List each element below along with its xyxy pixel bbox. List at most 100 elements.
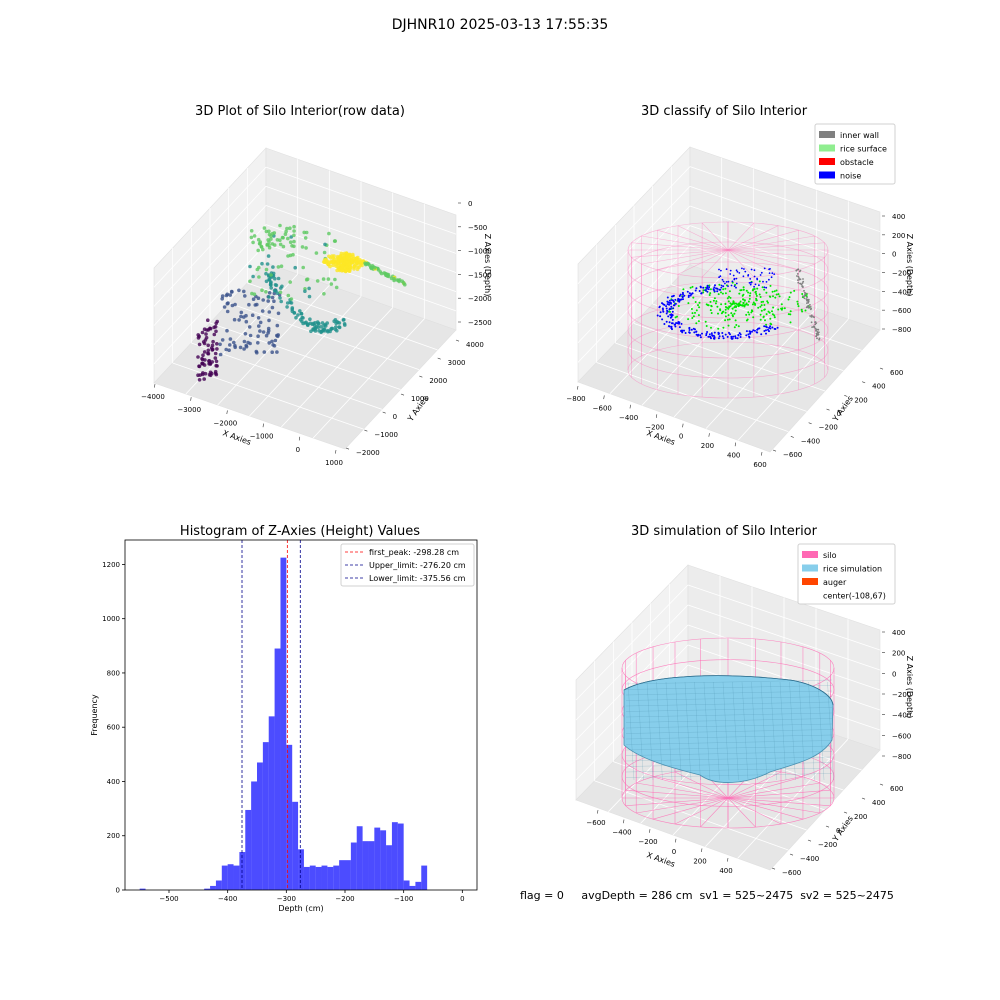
inner-wall-point [798, 277, 800, 279]
scatter-point [250, 313, 255, 318]
noise-point [706, 331, 709, 333]
scatter-point [215, 319, 219, 324]
mesh-line [625, 696, 833, 701]
rice-surface-point [738, 292, 741, 295]
noise-point [673, 304, 676, 307]
silo-spoke [631, 242, 729, 251]
rice-surface-point [724, 319, 727, 322]
rice-surface-point [734, 319, 737, 322]
histogram-bar [257, 762, 263, 890]
scatter-point [260, 288, 264, 293]
rice-surface-point [762, 300, 765, 303]
simulation-3d-plot: −600 −400 −200 0 200 400 −600 −400 −200 0 200 400 60… [575, 543, 914, 877]
silo-spoke [727, 235, 815, 251]
noise-point [753, 285, 755, 288]
scatter-point [348, 268, 352, 272]
scatter-point [211, 339, 215, 344]
scatter-point [244, 319, 249, 324]
z-tick-label: 400 [892, 213, 905, 221]
noise-point [745, 334, 748, 337]
silo-ring [627, 321, 829, 379]
tick-mark [861, 797, 866, 800]
mesh-line [627, 681, 635, 781]
scatter-point [208, 326, 212, 331]
rice-surface-point [758, 293, 761, 296]
silo-spoke [727, 249, 815, 265]
scatter-point [326, 277, 331, 281]
mesh-line [808, 681, 815, 781]
scatter-point [278, 290, 283, 295]
rice-surface-point [789, 313, 792, 316]
rice-surface-point [689, 286, 692, 289]
scatter-point [291, 252, 295, 257]
tick-mark [708, 433, 710, 437]
rice-surface-point [729, 296, 732, 299]
tick-mark [629, 404, 631, 409]
legend-label: silo [823, 551, 837, 560]
noise-point [681, 331, 684, 334]
x-tick-label: −4000 [141, 393, 165, 401]
z-tick-label: −400 [892, 712, 911, 720]
rice-surface-point [752, 316, 755, 319]
noise-point [765, 329, 767, 332]
noise-point [671, 299, 673, 302]
rice-surface-point [702, 289, 705, 292]
rice-surface-point [775, 293, 778, 296]
grid-line [689, 166, 881, 233]
noise-point [730, 284, 733, 287]
noise-point [750, 268, 753, 271]
scatter-point [254, 302, 259, 307]
rice-surface-point [769, 284, 772, 287]
rice-surface-point [775, 289, 778, 292]
scatter-point [257, 324, 261, 328]
scatter-point [225, 301, 230, 306]
scatter-point [276, 333, 281, 337]
rice-surface-point [710, 304, 713, 307]
silo-spoke [727, 249, 779, 275]
rice-surface-point [801, 293, 804, 295]
inner-wall-point [810, 307, 812, 310]
rice-surface-point [687, 302, 690, 305]
noise-point [771, 326, 774, 329]
z-tick-label: −200 [892, 270, 911, 278]
tick-mark [400, 393, 405, 396]
x-tick-label: 0 [679, 433, 683, 441]
mesh-line [732, 681, 739, 781]
silo-spoke [727, 797, 782, 825]
rice-surface-point [778, 295, 781, 298]
rice-surface-point [755, 297, 758, 300]
rice-surface-point [728, 306, 731, 309]
y-tick-label: −600 [782, 869, 801, 877]
scatter-point [275, 350, 279, 354]
inner-wall-point [816, 337, 818, 340]
rice-surface-point [745, 289, 748, 292]
scatter-point [204, 332, 208, 336]
noise-point [697, 333, 700, 336]
scatter-point [266, 238, 271, 242]
silo-spoke [727, 776, 804, 799]
scatter-point [247, 302, 251, 307]
rice-surface-point [710, 326, 712, 329]
noise-point [661, 318, 664, 321]
rice-surface-point [727, 324, 730, 327]
noise-point [750, 281, 752, 284]
scatter-point [261, 298, 266, 302]
scatter-point [273, 338, 278, 343]
scatter-point [252, 234, 257, 238]
scatter-point [351, 252, 355, 257]
tick-mark [623, 819, 625, 824]
tick-mark [682, 423, 684, 428]
silo-ring [627, 221, 829, 279]
noise-point [763, 325, 766, 328]
z-tick-label: −500 [468, 224, 487, 232]
scatter-point [238, 345, 243, 350]
mesh-line [751, 681, 758, 781]
scatter-point [278, 223, 282, 228]
noise-point [771, 272, 774, 275]
histogram-plot: −500 −400 −300 −200 −100 0 0 200 400 600 800 1000 12… [90, 539, 478, 913]
scatter-point [242, 289, 246, 294]
tick-mark [577, 385, 579, 390]
histogram-bar [268, 716, 275, 890]
histogram-bar [227, 864, 234, 890]
scatter-point [334, 285, 339, 290]
